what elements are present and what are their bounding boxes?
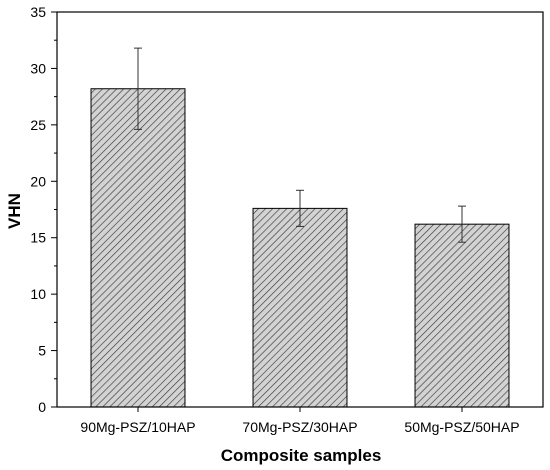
x-axis-title: Composite samples [221,446,382,465]
y-tick-label-10: 10 [30,286,46,302]
error-bars-layer [134,47,466,243]
x-tick-label-3: 50Mg-PSZ/50HAP [404,419,519,435]
y-tick-label-35: 35 [30,4,46,20]
y-tick-label-25: 25 [30,117,46,133]
y-axis-title: VHN [5,193,24,229]
x-tick-label-2: 70Mg-PSZ/30HAP [242,419,357,435]
y-tick-label-0: 0 [38,399,46,415]
axes-layer: 90Mg-PSZ/10HAP 70Mg-PSZ/30HAP 50Mg-PSZ/50H… [30,4,544,435]
y-tick-label-5: 5 [38,343,46,359]
y-tick-label-15: 15 [30,230,46,246]
bars-layer [90,88,510,408]
error-bar-2 [296,189,304,227]
error-bar-1 [134,47,142,130]
bar-1 [90,88,186,408]
y-tick-label-20: 20 [30,173,46,189]
x-tick-label-1: 90Mg-PSZ/10HAP [80,419,195,435]
y-tick-label-30: 30 [30,60,46,76]
bar-2 [252,207,348,408]
bar-3 [414,223,510,408]
error-bar-3 [458,205,466,243]
